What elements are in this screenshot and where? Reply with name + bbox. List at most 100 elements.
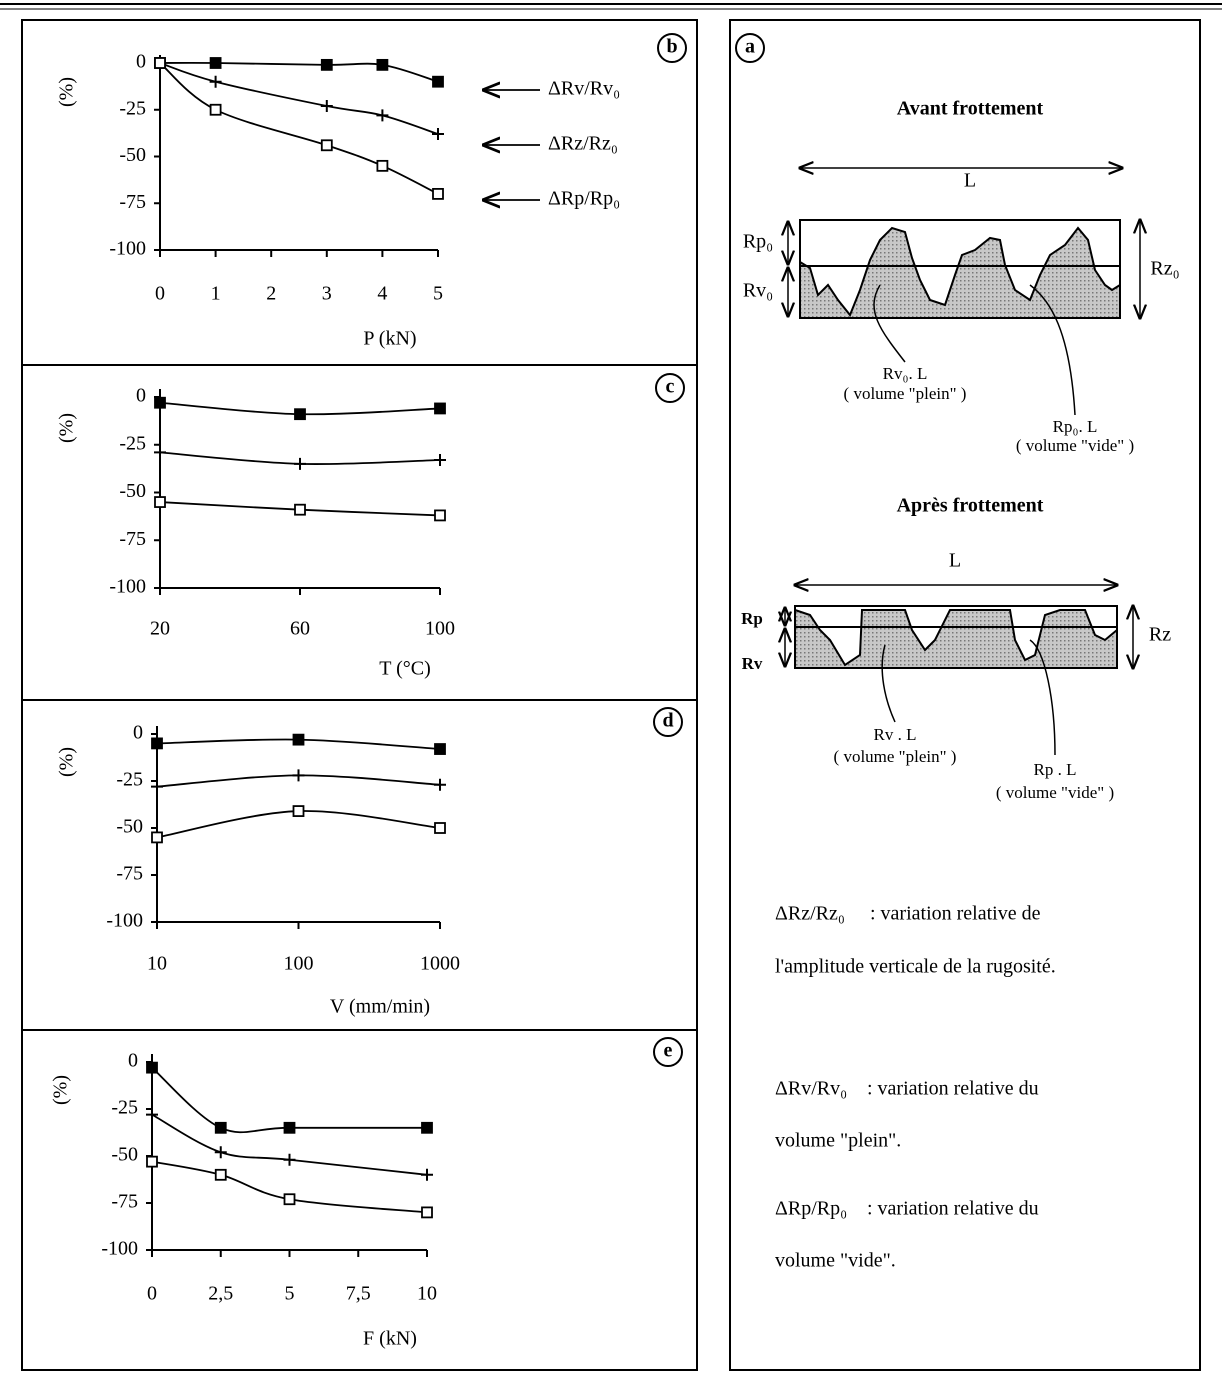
profile-box	[794, 605, 1118, 669]
definition-term: ΔRv/Rv₀	[775, 1078, 847, 1100]
marker	[283, 1153, 296, 1166]
y-tick-label: -50	[119, 480, 146, 502]
marker	[294, 457, 306, 470]
diagram-title: Après frottement	[897, 495, 1044, 517]
y-tick-label: 0	[136, 385, 146, 407]
empty-note: ( volume "vide" )	[1016, 436, 1134, 455]
x-axis-label: T (°C)	[379, 658, 431, 680]
y-tick-label: -75	[111, 1191, 138, 1213]
x-tick-label: 0	[155, 283, 165, 305]
y-tick-label: 0	[136, 51, 146, 73]
y-tick-label: -25	[111, 1097, 138, 1119]
marker	[421, 1121, 433, 1134]
marker	[214, 1146, 227, 1159]
profile-box	[799, 219, 1121, 319]
y-tick-label: -25	[119, 432, 146, 454]
marker	[209, 75, 222, 88]
panel-letter: d	[662, 710, 673, 732]
marker	[283, 1121, 296, 1134]
marker	[432, 75, 444, 88]
x-axis-label: V (mm/min)	[330, 996, 430, 1018]
leader	[881, 644, 896, 723]
panel-letter: c	[666, 376, 675, 398]
length-label: L	[964, 170, 976, 192]
y-tick-label: 0	[128, 1050, 138, 1072]
marker	[434, 454, 446, 467]
panel-letter: b	[666, 36, 677, 58]
definition-term: ΔRp/Rp₀	[775, 1198, 847, 1220]
legend-label: ΔRz/Rz₀	[548, 133, 618, 155]
frame	[0, 3, 1222, 1371]
y-tick-label: -100	[101, 1238, 138, 1260]
y-tick-label: -50	[116, 816, 143, 838]
series-line	[159, 62, 439, 135]
rz-label: Rz	[1149, 624, 1171, 646]
series-line	[159, 61, 439, 83]
x-tick-label: 60	[290, 618, 310, 640]
marker	[292, 805, 305, 817]
x-tick-label: 100	[425, 618, 455, 640]
y-tick-label: 0	[133, 722, 143, 744]
full-label: Rv . L	[874, 725, 917, 744]
x-tick-label: 10	[147, 953, 167, 975]
x-tick-label: 5	[285, 1283, 295, 1305]
x-tick-label: 4	[377, 283, 387, 305]
marker	[376, 159, 389, 172]
full-note: ( volume "plein" )	[834, 747, 957, 766]
leader	[1029, 639, 1056, 756]
marker	[209, 57, 222, 69]
marker	[320, 139, 333, 152]
y-tick-label: -50	[111, 1144, 138, 1166]
panel-badge	[655, 373, 685, 403]
marker	[154, 446, 166, 459]
panel-badge	[735, 33, 765, 63]
panel-badge	[657, 33, 687, 63]
empty-note: ( volume "vide" )	[996, 783, 1114, 802]
empty-label: Rp₀. L	[1053, 417, 1098, 436]
x-tick-label: 100	[284, 953, 314, 975]
definition-text: : variation relative de	[870, 903, 1041, 925]
y-axis-label: (%)	[56, 413, 78, 443]
marker	[434, 743, 446, 755]
y-axis-label: (%)	[56, 77, 78, 107]
marker	[146, 1061, 158, 1074]
series-line	[159, 62, 439, 195]
marker	[154, 57, 166, 69]
x-tick-label: 5	[433, 283, 443, 305]
marker	[320, 100, 333, 113]
empty-label: Rp . L	[1034, 760, 1077, 779]
marker	[294, 503, 306, 516]
marker	[154, 396, 166, 409]
panel-a: a Avant frottement L Rp₀ Rv₀ Rz₀ Rv₀. L …	[735, 33, 1180, 1272]
x-axis-label: P (kN)	[363, 328, 416, 350]
profile	[794, 609, 1118, 667]
marker	[214, 1168, 227, 1181]
marker	[151, 831, 163, 844]
marker	[376, 58, 389, 71]
marker	[376, 109, 389, 122]
x-tick-label: 0	[147, 1283, 157, 1305]
marker	[320, 58, 333, 71]
y-tick-label: -100	[109, 238, 146, 260]
rv-label: Rv	[742, 654, 763, 673]
x-tick-label: 2,5	[208, 1283, 233, 1305]
marker	[151, 780, 163, 793]
marker	[146, 1155, 158, 1168]
marker	[434, 402, 446, 415]
definition-term: ΔRz/Rz₀	[775, 903, 845, 925]
y-axis-label: (%)	[56, 747, 78, 777]
marker	[432, 187, 444, 200]
x-tick-label: 10	[417, 1283, 437, 1305]
y-tick-label: -25	[116, 769, 143, 791]
leader	[873, 284, 906, 363]
marker	[154, 496, 166, 508]
x-tick-label: 1000	[420, 953, 460, 975]
legend-label: ΔRv/Rv₀	[548, 78, 620, 100]
profile-fill	[800, 228, 1120, 318]
diagram-title: Avant frottement	[897, 98, 1044, 120]
definition-text: volume "plein".	[775, 1130, 901, 1152]
definition-text: : variation relative du	[867, 1198, 1039, 1220]
y-tick-label: -75	[116, 863, 143, 885]
series-line	[151, 1113, 428, 1176]
x-tick-label: 3	[322, 283, 332, 305]
